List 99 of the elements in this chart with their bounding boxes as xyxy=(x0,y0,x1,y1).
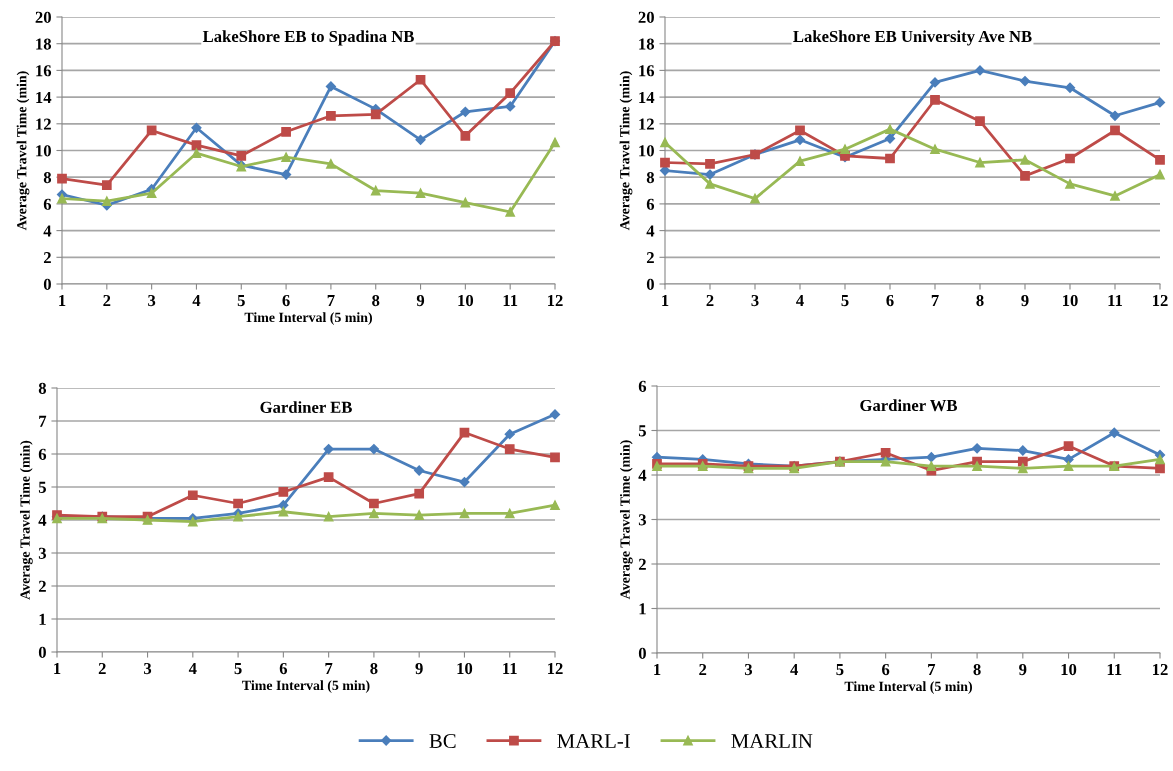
y-tick-label: 6 xyxy=(638,380,647,392)
x-tick-label: 8 xyxy=(973,663,981,676)
y-tick-label: 6 xyxy=(646,198,655,210)
x-tick-label: 9 xyxy=(1019,663,1027,676)
y-axis-title: Average Travel Time (min) xyxy=(619,440,633,600)
x-axis-title: Time Interval (5 min) xyxy=(244,312,372,325)
y-tick-label: 14 xyxy=(36,91,52,103)
y-tick-label: 4 xyxy=(43,225,52,237)
x-tick-label: 11 xyxy=(1108,294,1123,306)
x-tick-label: 2 xyxy=(98,662,106,674)
x-axis-title: Time Interval (5 min) xyxy=(844,681,972,694)
y-tick-label: 2 xyxy=(38,580,46,592)
x-tick-label: 7 xyxy=(327,295,335,306)
y-tick-label: 20 xyxy=(638,11,654,23)
x-tick-label: 4 xyxy=(790,664,799,675)
y-tick-label: 4 xyxy=(646,225,655,237)
y-tick-label: 0 xyxy=(638,647,646,659)
y-tick-label: 16 xyxy=(36,65,52,77)
y-tick-label: 2 xyxy=(43,252,51,264)
x-tick-label: 3 xyxy=(744,663,753,676)
y-tick-label: 18 xyxy=(639,38,655,50)
y-tick-label: 2 xyxy=(638,558,646,570)
x-tick-label: 4 xyxy=(188,663,197,674)
x-tick-label: 8 xyxy=(976,294,984,307)
y-tick-label: 8 xyxy=(43,171,52,184)
x-tick-label: 2 xyxy=(706,294,714,306)
y-tick-label: 5 xyxy=(638,425,646,437)
text: LakeShore EB University Ave NB xyxy=(793,30,1032,46)
y-tick-label: 12 xyxy=(36,118,51,130)
x-tick-label: 6 xyxy=(882,663,890,676)
x-tick-label: 2 xyxy=(103,294,111,306)
x-tick-label: 11 xyxy=(503,662,517,674)
text: Gardiner WB xyxy=(860,399,958,412)
x-tick-label: 8 xyxy=(372,294,380,307)
y-tick-label: 1 xyxy=(639,603,646,615)
text: Gardiner EB xyxy=(260,401,352,413)
x-tick-label: 6 xyxy=(279,662,288,675)
x-tick-label: 9 xyxy=(415,662,423,675)
x-tick-label: 10 xyxy=(1063,294,1078,307)
x-tick-label: 5 xyxy=(841,295,849,307)
y-tick-label: 8 xyxy=(38,382,47,394)
y-tick-label: 0 xyxy=(43,278,51,290)
legend-label: BC xyxy=(429,734,456,749)
x-axis-title: Time Interval (5 min) xyxy=(242,680,370,693)
y-tick-label: 2 xyxy=(646,252,654,264)
y-axis-title: Average Travel Time (min) xyxy=(19,440,33,600)
y-tick-label: 16 xyxy=(639,65,655,77)
x-tick-label: 11 xyxy=(503,294,518,306)
x-tick-label: 5 xyxy=(237,295,245,307)
y-axis-title: Average Travel Time (min) xyxy=(16,71,30,231)
x-tick-label: 10 xyxy=(1061,663,1077,676)
y-tick-label: 0 xyxy=(38,646,46,658)
y-tick-label: 8 xyxy=(646,171,655,184)
x-tick-label: 4 xyxy=(192,295,201,306)
y-tick-label: 10 xyxy=(639,145,654,157)
y-tick-label: 12 xyxy=(639,118,654,130)
x-tick-label: 12 xyxy=(548,294,563,306)
x-tick-label: 1 xyxy=(54,662,61,674)
y-tick-label: 5 xyxy=(38,481,46,493)
y-tick-label: 4 xyxy=(38,514,47,526)
x-tick-label: 4 xyxy=(796,295,804,306)
x-tick-label: 1 xyxy=(662,294,669,306)
y-tick-label: 0 xyxy=(646,278,654,290)
x-tick-label: 10 xyxy=(458,294,474,307)
x-tick-label: 7 xyxy=(931,295,939,306)
y-tick-label: 3 xyxy=(38,547,47,559)
x-tick-label: 5 xyxy=(234,663,242,675)
y-tick-label: 3 xyxy=(638,514,647,526)
x-tick-label: 3 xyxy=(144,662,152,675)
x-tick-label: 12 xyxy=(1153,663,1168,675)
x-tick-label: 1 xyxy=(59,294,66,306)
y-tick-label: 6 xyxy=(38,448,47,460)
x-tick-label: 11 xyxy=(1107,663,1122,675)
y-tick-label: 18 xyxy=(36,38,52,50)
y-tick-label: 6 xyxy=(43,198,52,210)
x-tick-label: 2 xyxy=(699,663,707,675)
x-tick-label: 7 xyxy=(928,664,936,675)
x-tick-label: 9 xyxy=(416,294,425,307)
y-tick-label: 20 xyxy=(35,11,51,23)
y-tick-label: 4 xyxy=(638,469,647,481)
y-tick-label: 1 xyxy=(39,613,46,625)
x-tick-label: 10 xyxy=(457,662,473,675)
y-axis-title: Average Travel Time (min) xyxy=(619,71,633,231)
x-tick-label: 9 xyxy=(1021,294,1029,307)
x-tick-label: 3 xyxy=(148,294,156,307)
y-tick-label: 10 xyxy=(36,145,51,157)
x-tick-label: 6 xyxy=(282,294,290,307)
x-tick-label: 3 xyxy=(751,294,759,307)
legend-label: MARLIN xyxy=(731,734,813,748)
text: LakeShore EB to Spadina NB xyxy=(202,30,414,46)
x-tick-label: 12 xyxy=(548,662,563,674)
x-tick-label: 12 xyxy=(1153,294,1168,306)
y-tick-label: 7 xyxy=(39,415,47,427)
x-tick-label: 5 xyxy=(836,664,844,676)
y-tick-label: 14 xyxy=(639,91,655,103)
x-tick-label: 7 xyxy=(325,663,333,674)
x-tick-label: 6 xyxy=(886,294,894,307)
legend-label: MARL-I xyxy=(557,734,630,748)
x-tick-label: 8 xyxy=(370,662,378,675)
